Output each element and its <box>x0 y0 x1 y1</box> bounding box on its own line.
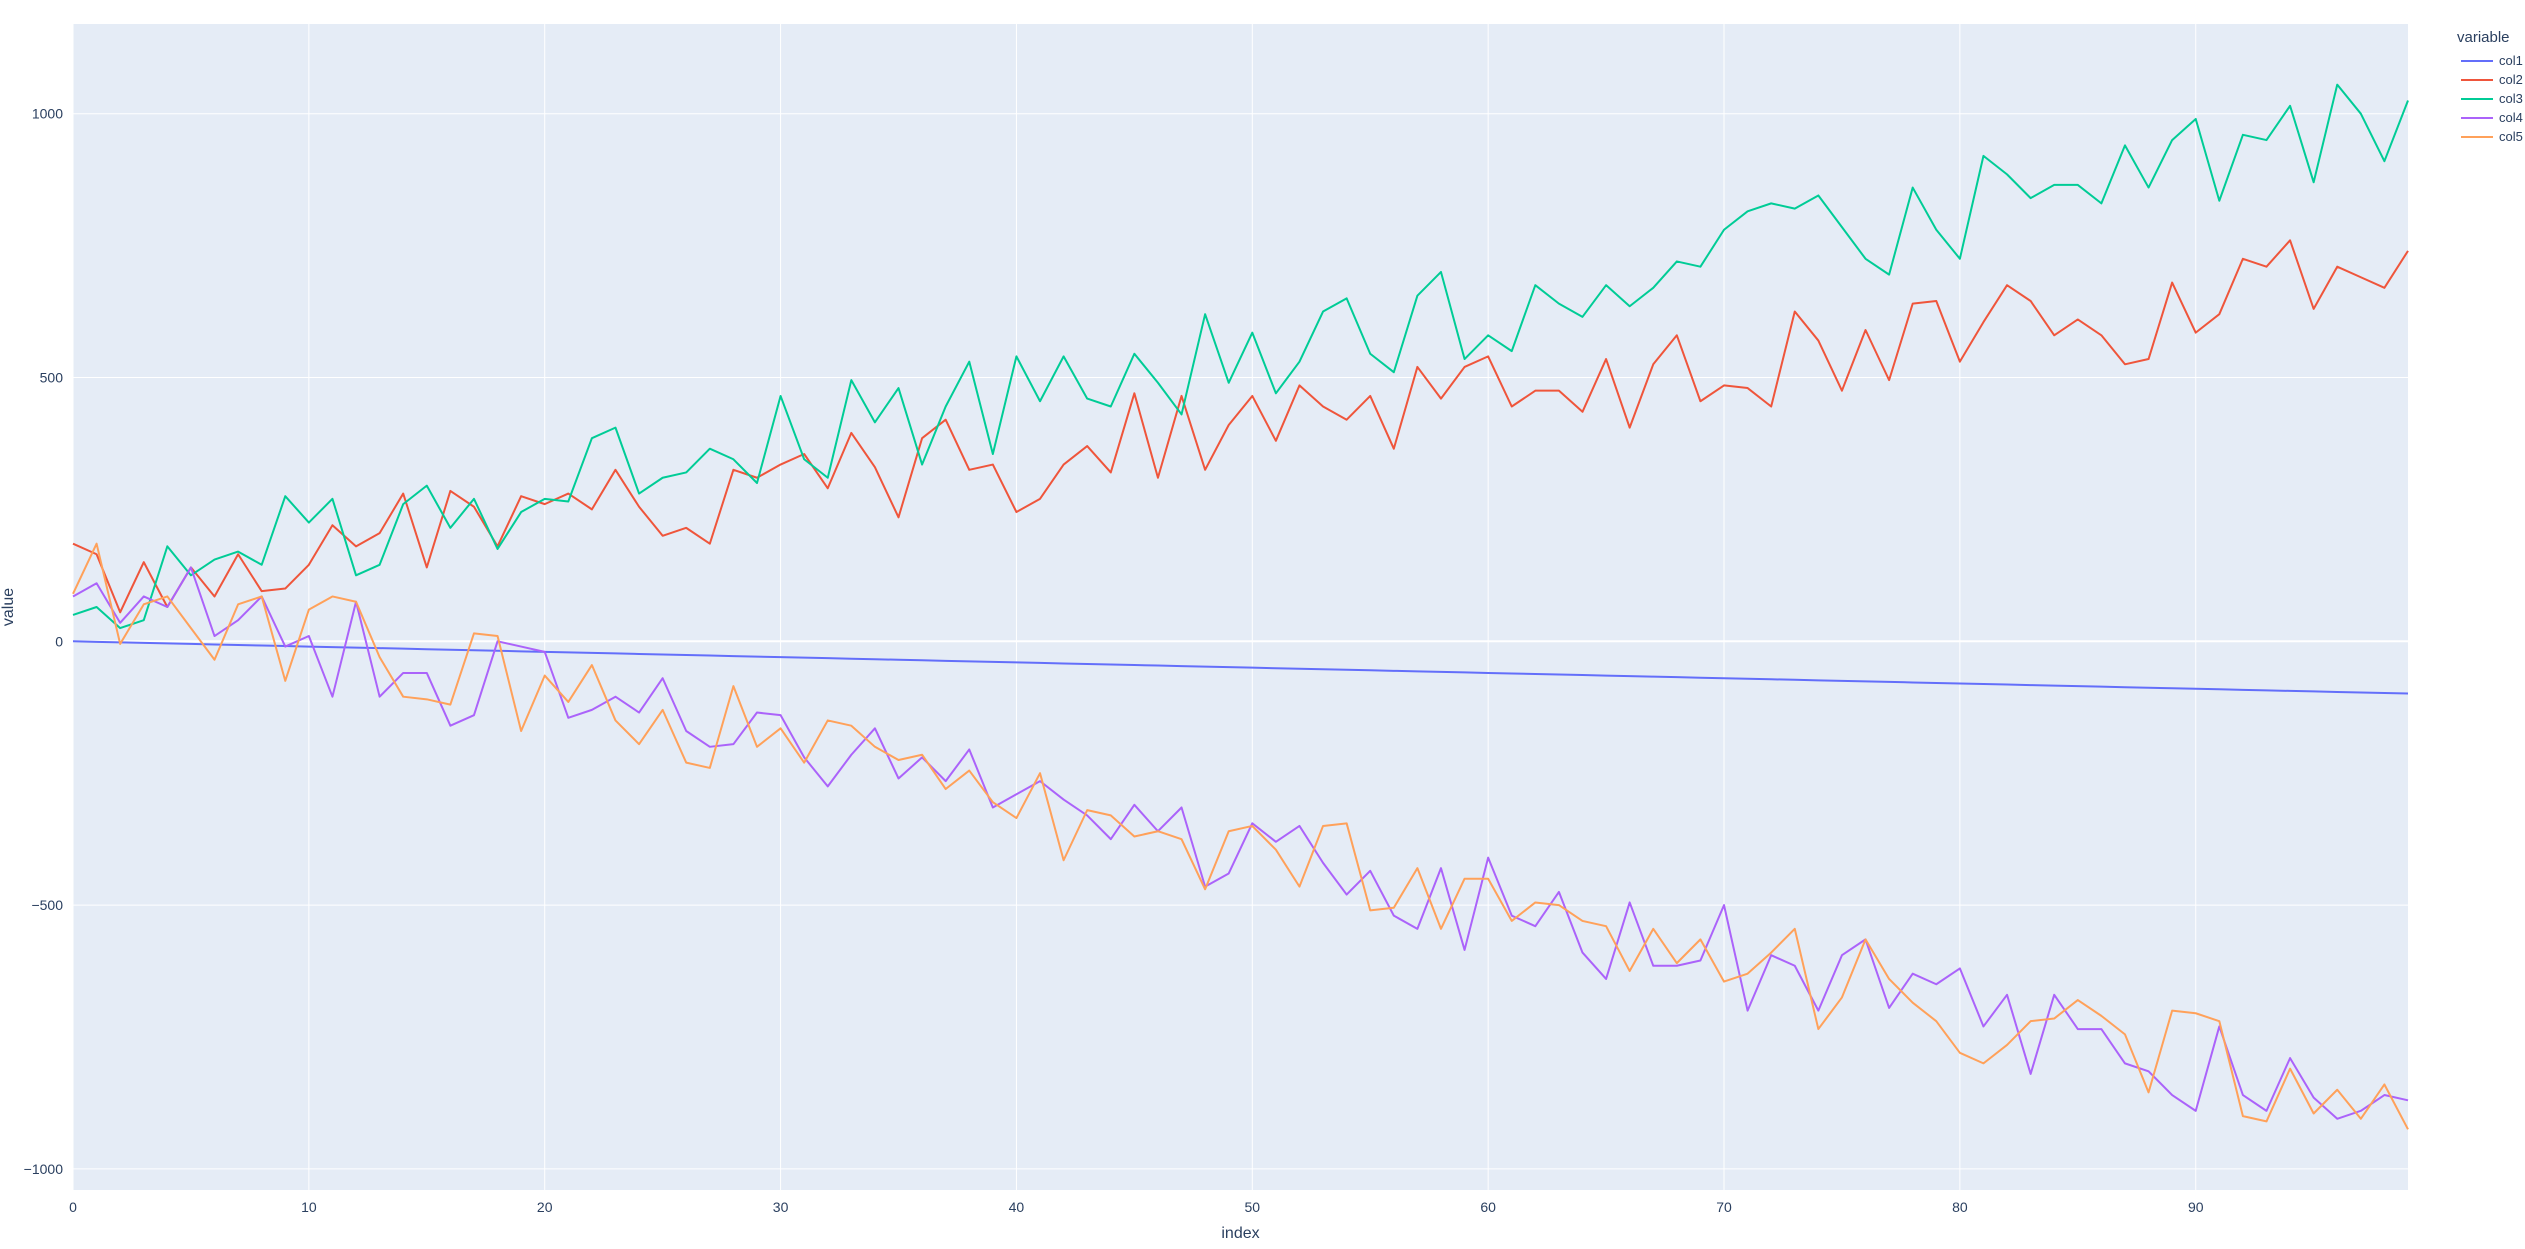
x-tick-label: 0 <box>69 1199 77 1215</box>
series-line-col2[interactable] <box>72 239 2409 614</box>
y-tick-label: 0 <box>55 633 63 649</box>
series-group <box>72 83 2409 1130</box>
x-tick-label: 60 <box>1480 1199 1496 1215</box>
y-axis-title: value <box>0 588 17 626</box>
legend-label: col2 <box>2499 72 2523 87</box>
x-tick-label: 30 <box>773 1199 789 1215</box>
y-tick-label: 500 <box>40 369 64 385</box>
legend-item-col1[interactable]: col1 <box>2461 53 2523 68</box>
series-line-col3[interactable] <box>72 83 2409 630</box>
legend-label: col3 <box>2499 91 2523 106</box>
legend-label: col4 <box>2499 110 2523 125</box>
legend-title: variable <box>2457 29 2510 46</box>
legend-item-col4[interactable]: col4 <box>2461 110 2523 125</box>
y-tick-label: −500 <box>31 897 63 913</box>
x-tick-label: 90 <box>2188 1199 2204 1215</box>
legend-item-col2[interactable]: col2 <box>2461 72 2523 87</box>
x-tick-label: 40 <box>1009 1199 1025 1215</box>
x-tick-label: 10 <box>301 1199 317 1215</box>
legend-label: col1 <box>2499 53 2523 68</box>
series-line-col5[interactable] <box>72 542 2409 1130</box>
legend-items: col1 col2 col3 col4 col5 <box>2461 53 2523 144</box>
legend[interactable]: variable col1 col2 col3 col4 col5 <box>2457 29 2523 144</box>
plot-background <box>73 24 2408 1190</box>
y-tick-label: 1000 <box>32 106 63 122</box>
legend-item-col5[interactable]: col5 <box>2461 129 2523 144</box>
x-tick-label: 50 <box>1245 1199 1261 1215</box>
legend-item-col3[interactable]: col3 <box>2461 91 2523 106</box>
x-tick-label: 70 <box>1716 1199 1732 1215</box>
legend-label: col5 <box>2499 129 2523 144</box>
grid <box>72 24 2408 1190</box>
y-axis-ticks: −1000 −500 0 500 1000 <box>24 106 64 1177</box>
x-axis-ticks: 0 10 20 30 40 50 60 70 80 90 <box>69 1199 2204 1215</box>
y-tick-label: −1000 <box>24 1161 64 1177</box>
x-axis-title: index <box>1221 1225 1259 1242</box>
series-line-col1[interactable] <box>72 640 2409 695</box>
x-tick-label: 80 <box>1952 1199 1968 1215</box>
x-tick-label: 20 <box>537 1199 553 1215</box>
